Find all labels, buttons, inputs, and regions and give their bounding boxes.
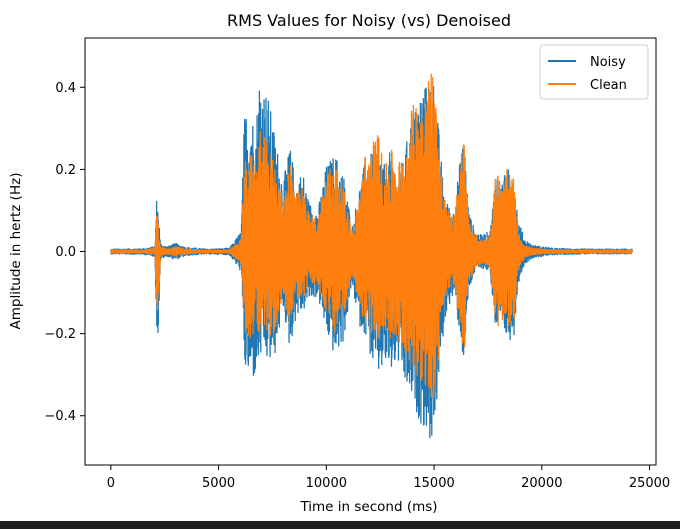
window-bottom-bar	[0, 521, 680, 529]
legend: Noisy Clean	[539, 44, 649, 100]
y-axis: 0.4 0.2 0.0 −0.2 −0.4	[44, 81, 85, 424]
plot-area	[110, 73, 633, 439]
x-tick-label: 5000	[202, 476, 235, 491]
y-tick-label: −0.2	[44, 327, 76, 342]
series-line-clean	[110, 73, 633, 400]
x-tick-label: 10000	[306, 476, 347, 491]
x-tick-label: 0	[107, 476, 115, 491]
y-tick-label: 0.0	[55, 245, 76, 260]
legend-label-noisy: Noisy	[590, 55, 626, 70]
chart-title: RMS Values for Noisy (vs) Denoised	[227, 11, 511, 30]
legend-frame	[539, 44, 649, 100]
x-axis-label: Time in second (ms)	[299, 499, 437, 515]
y-tick-label: 0.4	[55, 81, 76, 96]
x-tick-label: 25000	[629, 476, 670, 491]
y-tick-label: 0.2	[55, 163, 76, 178]
y-tick-label: −0.4	[44, 409, 76, 424]
x-tick-label: 15000	[413, 476, 454, 491]
x-axis: 0 5000 10000 15000 20000 25000	[107, 465, 670, 491]
legend-label-clean: Clean	[590, 78, 627, 93]
x-tick-label: 20000	[521, 476, 562, 491]
series-layer	[110, 73, 633, 439]
y-axis-label: Amplitude in hertz (Hz)	[8, 173, 24, 330]
